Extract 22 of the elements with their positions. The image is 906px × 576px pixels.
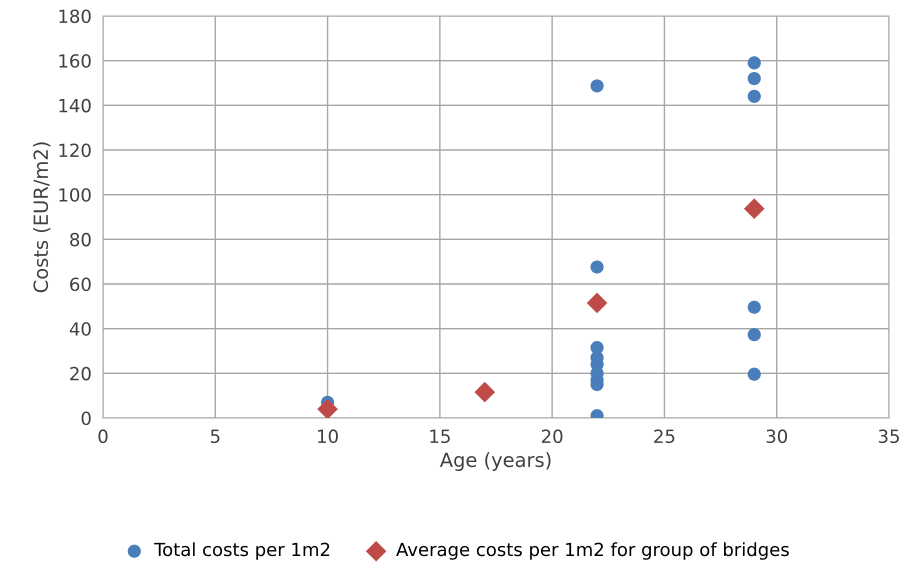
- x-tick-label: 10: [318, 429, 338, 444]
- y-tick-label: 140: [59, 98, 91, 112]
- y-tick-label: 180: [59, 9, 91, 24]
- x-tick-label: 30: [766, 429, 788, 444]
- y-axis-title: Costs (EUR/m2): [33, 142, 50, 292]
- y-tick-label: 20: [70, 366, 91, 380]
- x-tick-label: 5: [210, 430, 220, 444]
- x-axis-title: Age (years): [440, 452, 551, 471]
- y-tick-label: 100: [59, 188, 91, 202]
- x-tick-label: 35: [878, 429, 899, 444]
- y-tick-label: 120: [59, 143, 91, 158]
- legend-label: Average costs per 1m2 for group of bridges: [396, 542, 789, 560]
- y-tick-label: 0: [82, 411, 91, 426]
- y-tick-label: 160: [59, 54, 91, 68]
- legend-label: Total costs per 1m2: [154, 542, 330, 560]
- x-tick-label: 15: [430, 430, 450, 444]
- x-tick-label: 0: [98, 429, 108, 444]
- y-tick-label: 60: [70, 277, 91, 292]
- x-tick-label: 20: [542, 429, 562, 444]
- y-tick-label: 40: [70, 322, 91, 336]
- x-tick-label: 25: [654, 429, 674, 444]
- y-tick-label: 80: [70, 232, 91, 246]
